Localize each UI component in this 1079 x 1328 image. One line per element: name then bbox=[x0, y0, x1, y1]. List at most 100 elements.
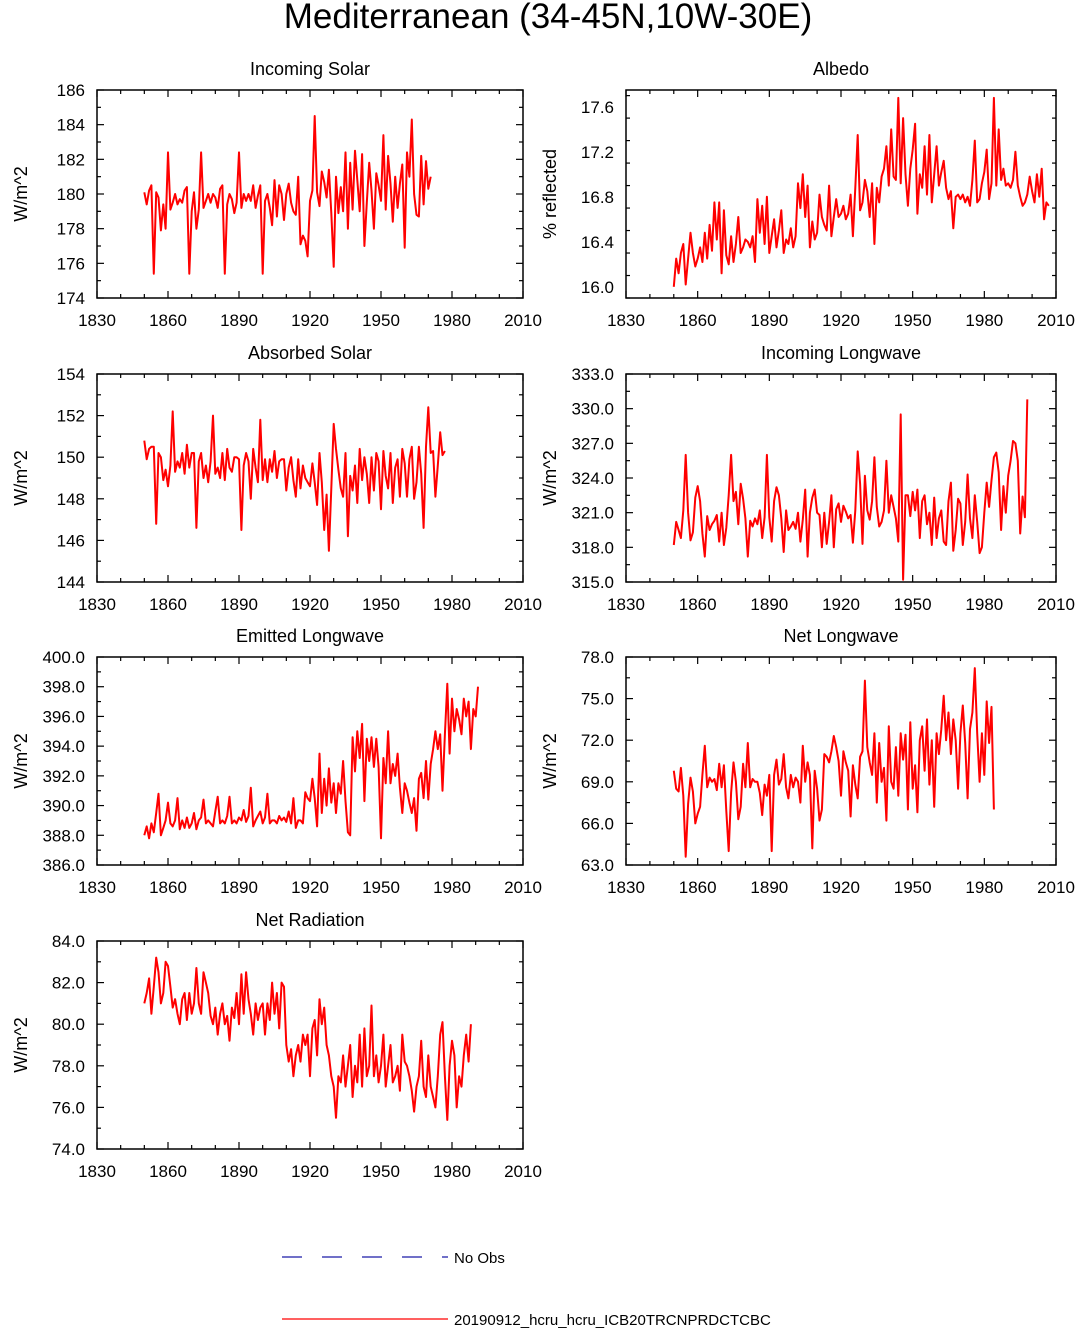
plot-frame-incoming-solar bbox=[96, 89, 524, 299]
x-tick-label-net-longwave: 1830 bbox=[607, 878, 645, 897]
x-tick-label-incoming-longwave: 2010 bbox=[1037, 595, 1075, 614]
chart-absorbed-solar: Absorbed Solar W/m^2 1830 1860 1890 1920 1950 1… bbox=[11, 343, 542, 614]
series-line-net-radiation bbox=[143, 956, 472, 1121]
series-line-absorbed-solar bbox=[143, 406, 446, 552]
y-tick-label-albedo: 17.6 bbox=[581, 98, 614, 117]
y-tick-label-incoming-longwave: 327.0 bbox=[571, 434, 614, 453]
y-tick-label-incoming-longwave: 333.0 bbox=[571, 365, 614, 384]
y-tick-label-incoming-longwave: 321.0 bbox=[571, 504, 614, 523]
x-tick-label-albedo: 1860 bbox=[679, 311, 717, 330]
x-tick-label-absorbed-solar: 1980 bbox=[433, 595, 471, 614]
y-tick-label-incoming-solar: 180 bbox=[57, 185, 85, 204]
y-tick-label-net-longwave: 69.0 bbox=[581, 773, 614, 792]
chart-title-incoming-longwave: Incoming Longwave bbox=[761, 343, 921, 363]
y-tick-label-albedo: 16.8 bbox=[581, 188, 614, 207]
y-tick-label-incoming-solar: 176 bbox=[57, 254, 85, 273]
x-tick-label-emitted-longwave: 1980 bbox=[433, 878, 471, 897]
x-tick-label-incoming-solar: 1830 bbox=[78, 311, 116, 330]
x-tick-label-emitted-longwave: 1950 bbox=[362, 878, 400, 897]
chart-albedo: Albedo % reflected 1830 1860 1890 1920 1950 198… bbox=[540, 59, 1075, 330]
y-axis-label-emitted-longwave: W/m^2 bbox=[11, 733, 31, 788]
series-line-net-longwave bbox=[672, 667, 995, 858]
y-axis-label-net-longwave: W/m^2 bbox=[540, 733, 560, 788]
x-tick-label-incoming-longwave: 1950 bbox=[894, 595, 932, 614]
series-line-albedo bbox=[672, 96, 1050, 287]
chart-incoming-longwave: Incoming Longwave W/m^2 1830 1860 1890 1920 19… bbox=[540, 343, 1075, 614]
x-tick-label-absorbed-solar: 1860 bbox=[149, 595, 187, 614]
y-tick-label-emitted-longwave: 390.0 bbox=[42, 797, 85, 816]
x-tick-label-net-radiation: 1830 bbox=[78, 1162, 116, 1181]
chart-net-radiation: Net Radiation W/m^2 1830 1860 1890 1920 1950 19… bbox=[11, 910, 542, 1181]
y-tick-label-absorbed-solar: 148 bbox=[57, 490, 85, 509]
panels: Incoming Solar W/m^2 1830 1860 1890 1920 1950 1… bbox=[11, 59, 1075, 1181]
legend-item-model-run: 20190912_hcru_hcru_ICB20TRCNPRDCTCBC bbox=[282, 1312, 771, 1328]
x-tick-label-net-radiation: 1860 bbox=[149, 1162, 187, 1181]
legend: No Obs 20190912_hcru_hcru_ICB20TRCNPRDCT… bbox=[282, 1250, 771, 1328]
x-tick-label-net-radiation: 1890 bbox=[220, 1162, 258, 1181]
x-tick-label-incoming-solar: 2010 bbox=[504, 311, 542, 330]
x-tick-label-net-radiation: 2010 bbox=[504, 1162, 542, 1181]
x-tick-label-net-radiation: 1950 bbox=[362, 1162, 400, 1181]
chart-incoming-solar: Incoming Solar W/m^2 1830 1860 1890 1920 1950 1… bbox=[11, 59, 542, 330]
x-tick-label-absorbed-solar: 1890 bbox=[220, 595, 258, 614]
y-axis-label-absorbed-solar: W/m^2 bbox=[11, 450, 31, 505]
y-tick-label-net-radiation: 82.0 bbox=[52, 974, 85, 993]
legend-label-model-run: 20190912_hcru_hcru_ICB20TRCNPRDCTCBC bbox=[454, 1312, 771, 1328]
plot-frame-net-radiation bbox=[96, 940, 524, 1150]
series-line-emitted-longwave bbox=[143, 682, 479, 840]
chart-title-net-longwave: Net Longwave bbox=[783, 626, 898, 646]
chart-title-incoming-solar: Incoming Solar bbox=[250, 59, 370, 79]
y-tick-label-incoming-solar: 184 bbox=[57, 116, 85, 135]
y-tick-label-absorbed-solar: 146 bbox=[57, 531, 85, 550]
x-tick-label-incoming-longwave: 1920 bbox=[822, 595, 860, 614]
y-tick-label-net-longwave: 75.0 bbox=[581, 690, 614, 709]
y-axis-label-incoming-longwave: W/m^2 bbox=[540, 450, 560, 505]
y-tick-label-incoming-longwave: 324.0 bbox=[571, 469, 614, 488]
y-tick-label-albedo: 16.4 bbox=[581, 233, 614, 252]
x-tick-label-incoming-longwave: 1890 bbox=[750, 595, 788, 614]
series-line-incoming-longwave bbox=[672, 399, 1029, 581]
y-tick-label-emitted-longwave: 388.0 bbox=[42, 826, 85, 845]
x-tick-label-net-longwave: 1950 bbox=[894, 878, 932, 897]
chart-title-emitted-longwave: Emitted Longwave bbox=[236, 626, 384, 646]
x-tick-label-absorbed-solar: 1920 bbox=[291, 595, 329, 614]
y-tick-label-net-longwave: 66.0 bbox=[581, 814, 614, 833]
x-tick-label-absorbed-solar: 1950 bbox=[362, 595, 400, 614]
x-tick-label-emitted-longwave: 2010 bbox=[504, 878, 542, 897]
y-axis-label-net-radiation: W/m^2 bbox=[11, 1017, 31, 1072]
y-tick-label-emitted-longwave: 392.0 bbox=[42, 767, 85, 786]
y-tick-label-net-longwave: 63.0 bbox=[581, 856, 614, 875]
plot-frame-net-longwave bbox=[625, 656, 1057, 866]
x-tick-label-incoming-solar: 1950 bbox=[362, 311, 400, 330]
y-tick-label-net-radiation: 74.0 bbox=[52, 1140, 85, 1159]
y-tick-label-emitted-longwave: 386.0 bbox=[42, 856, 85, 875]
x-tick-label-absorbed-solar: 2010 bbox=[504, 595, 542, 614]
x-tick-label-absorbed-solar: 1830 bbox=[78, 595, 116, 614]
x-tick-label-emitted-longwave: 1890 bbox=[220, 878, 258, 897]
chart-title-absorbed-solar: Absorbed Solar bbox=[248, 343, 372, 363]
x-tick-label-incoming-solar: 1920 bbox=[291, 311, 329, 330]
figure-title: Mediterranean (34-45N,10W-30E) bbox=[284, 0, 813, 36]
y-tick-label-incoming-solar: 178 bbox=[57, 220, 85, 239]
plot-frame-albedo bbox=[625, 89, 1057, 299]
y-tick-label-incoming-solar: 186 bbox=[57, 81, 85, 100]
x-tick-label-net-longwave: 2010 bbox=[1037, 878, 1075, 897]
y-tick-label-emitted-longwave: 394.0 bbox=[42, 737, 85, 756]
x-tick-label-incoming-longwave: 1980 bbox=[965, 595, 1003, 614]
y-tick-label-net-radiation: 80.0 bbox=[52, 1015, 85, 1034]
y-tick-label-incoming-longwave: 318.0 bbox=[571, 538, 614, 557]
chart-title-albedo: Albedo bbox=[813, 59, 869, 79]
y-tick-label-absorbed-solar: 150 bbox=[57, 448, 85, 467]
x-tick-label-incoming-longwave: 1860 bbox=[679, 595, 717, 614]
y-tick-label-net-longwave: 72.0 bbox=[581, 731, 614, 750]
y-tick-label-net-longwave: 78.0 bbox=[581, 648, 614, 667]
x-tick-label-incoming-solar: 1860 bbox=[149, 311, 187, 330]
series-line-incoming-solar bbox=[143, 115, 432, 275]
x-tick-label-albedo: 1920 bbox=[822, 311, 860, 330]
y-tick-label-incoming-longwave: 315.0 bbox=[571, 573, 614, 592]
x-tick-label-incoming-solar: 1980 bbox=[433, 311, 471, 330]
y-tick-label-emitted-longwave: 400.0 bbox=[42, 648, 85, 667]
y-tick-label-emitted-longwave: 396.0 bbox=[42, 707, 85, 726]
y-tick-label-absorbed-solar: 152 bbox=[57, 407, 85, 426]
